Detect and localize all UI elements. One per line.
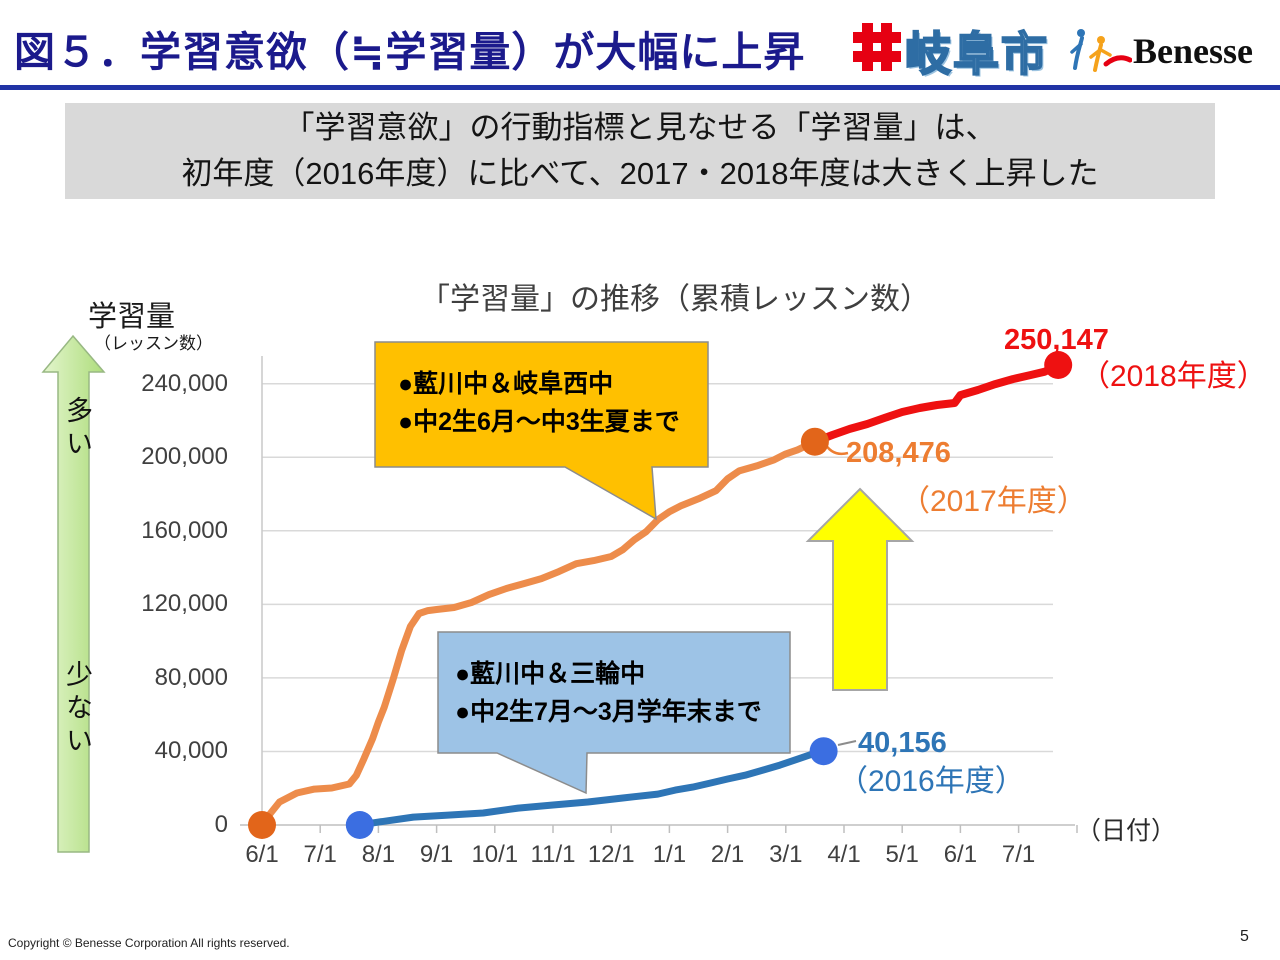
callout-orange-line1: ●藍川中＆岐阜西中 [398,370,614,398]
x-tick-label: 9/1 [419,841,454,868]
copyright-text: Copyright © Benesse Corporation All righ… [8,936,290,950]
callout-orange-line2: ●中2生6月～中3生夏まで [398,407,680,436]
callout-blue-line2: ●中2生7月～3月学年末まで [455,697,762,726]
y-tick-label: 160,000 [141,516,228,544]
series-line-2016年度 [356,747,828,829]
page-number: 5 [1240,928,1249,945]
x-tick-label: 10/1 [471,841,519,868]
data-series-layer [258,361,1063,829]
value-label-2018: 250,147 [1004,324,1109,356]
x-tick-label: 4/1 [827,841,861,868]
x-tick-label: 5/1 [885,841,919,868]
page-title: 図５．学習意欲（≒学習量）が大幅に上昇 [14,29,806,75]
year-label-2016: （2016年度） [838,765,1025,798]
x-axis-title: （日付） [1076,817,1177,845]
y-axis-unit-label: （レッスン数） [94,334,213,353]
emphasis-up-arrow [805,487,915,691]
key-message-line2: 初年度（2016年度）に比べて、2017・2018年度は大きく上昇した [181,156,1099,191]
x-tick-label: 2/1 [710,841,745,868]
arrow-label-less: 少ない [62,660,92,759]
year-label-2018: （2018年度） [1080,360,1267,393]
leader-line-2016 [837,740,857,746]
arrow-label-more: 多い [62,396,92,462]
callout-orange-bubble [374,341,709,521]
y-tick-label: 40,000 [154,737,228,765]
y-tick-label: 120,000 [141,590,228,618]
more-less-direction-arrow [41,334,106,853]
series-line-2018年度 [810,361,1063,446]
x-tick-label: 1/1 [652,841,687,868]
y-tick-label: 0 [214,811,228,838]
callout-blue-line1: ●藍川中＆三輪中 [455,660,646,688]
x-tick-label: 8/1 [361,841,396,868]
x-tick-label: 3/1 [769,841,803,868]
chart-title: 「学習量」の推移（累積レッスン数） [420,283,930,316]
x-tick-label: 7/1 [1001,841,1036,868]
x-tick-label: 7/1 [303,841,337,868]
x-tick-label: 6/1 [245,841,279,868]
callout-orange-text: ●藍川中＆岐阜西中 ●中2生6月～中3生夏まで [398,366,680,441]
y-tick-label: 80,000 [154,663,228,691]
data-dot-2016年度 [809,737,838,766]
data-dot-2016年度 [345,811,374,839]
key-message-box: 「学習意欲」の行動指標と見なせる「学習量」は、 初年度（2016年度）に比べて、… [65,103,1215,199]
value-label-2017: 208,476 [846,437,951,469]
year-label-2017: （2017年度） [900,485,1087,518]
data-dot-2018年度 [1044,351,1073,379]
value-label-2016: 40,156 [858,727,947,759]
benesse-logo-text: Benesse [1133,31,1253,71]
x-tick-label: 12/1 [587,841,635,868]
data-point-dots [248,351,1073,839]
x-tick-label: 11/1 [530,841,576,868]
gifu-city-emblem-icon [853,23,901,71]
header-divider [0,85,1280,90]
y-tick-label: 240,000 [141,369,228,397]
benesse-logo-icon [1068,26,1132,74]
data-dot-2017年度 [248,811,276,839]
series-line-2017年度 [258,438,819,829]
callout-blue-bubble [437,631,791,795]
y-axis-title: 学習量 [88,301,176,333]
y-tick-label: 200,000 [141,443,228,471]
gifu-city-logo-text: 岐阜市 [904,27,1049,81]
data-dot-2017年度 [800,427,829,456]
key-message-line1: 「学習意欲」の行動指標と見なせる「学習量」は、 [283,110,997,146]
x-tick-label: 6/1 [943,841,978,868]
callout-blue-text: ●藍川中＆三輪中 ●中2生7月～3月学年末まで [455,656,762,731]
